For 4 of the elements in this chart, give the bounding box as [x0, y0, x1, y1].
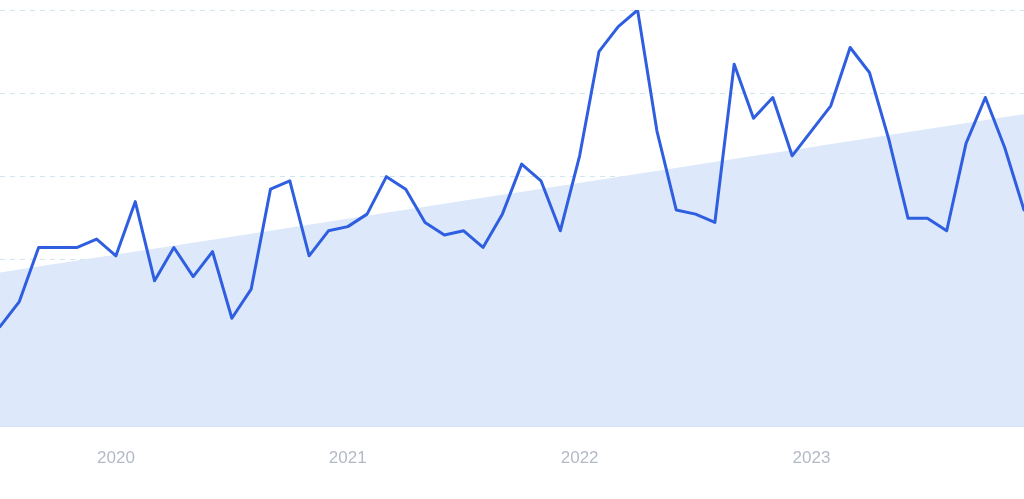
x-tick-label: 2023	[792, 448, 831, 468]
x-tick-label: 2022	[560, 448, 599, 468]
x-tick-label: 2020	[97, 448, 135, 468]
x-tick-label: 2021	[328, 448, 367, 468]
